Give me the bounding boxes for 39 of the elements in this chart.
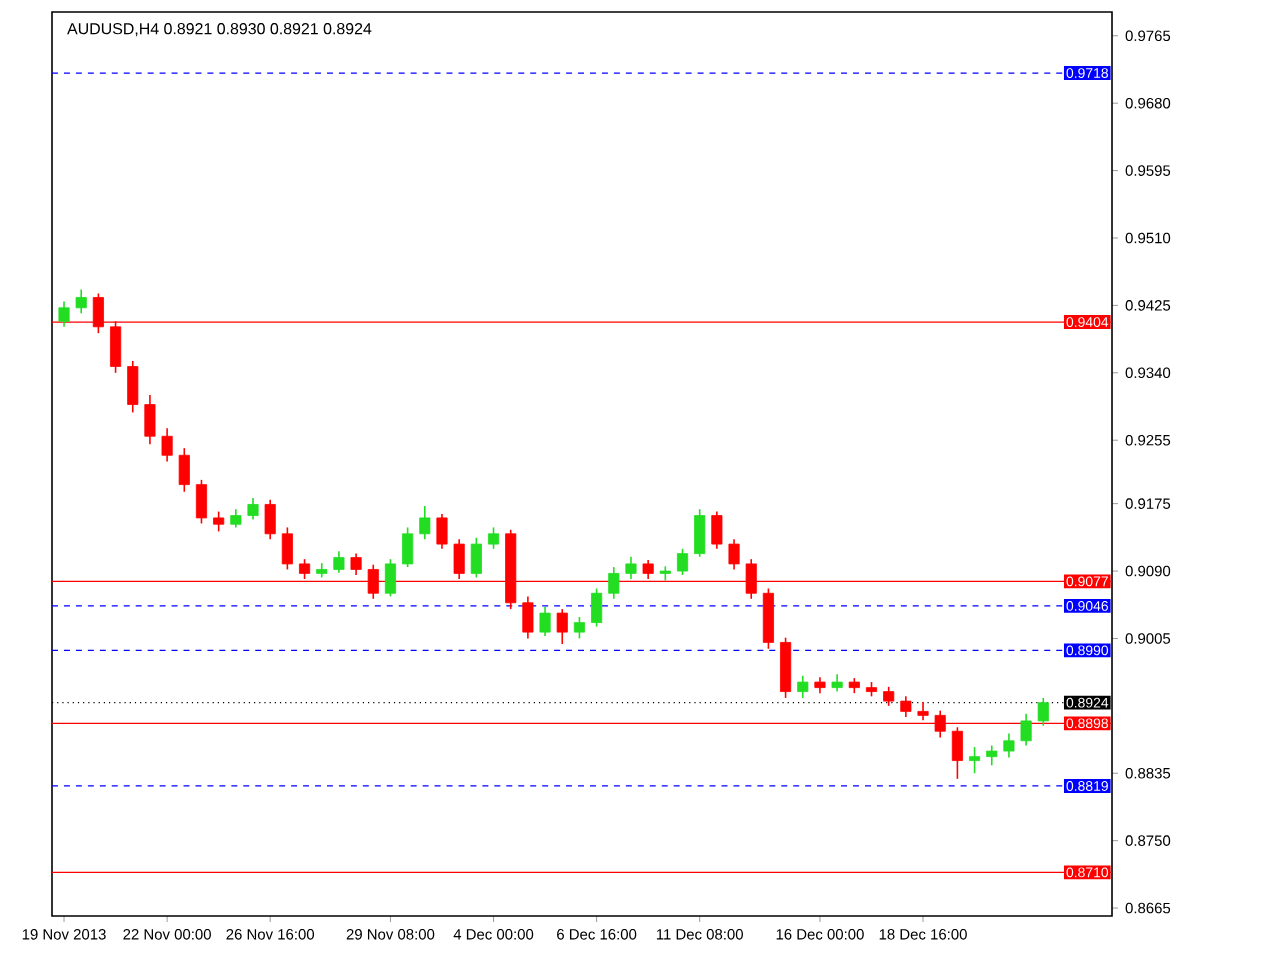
candlestick bbox=[195, 479, 208, 525]
candlestick bbox=[969, 746, 981, 775]
candlestick bbox=[1020, 712, 1032, 747]
candlestick bbox=[264, 498, 276, 541]
candlestick bbox=[213, 510, 225, 533]
candlestick bbox=[676, 548, 689, 576]
candlestick bbox=[161, 427, 173, 463]
candlestick bbox=[1003, 732, 1015, 759]
candlestick bbox=[883, 686, 895, 707]
candlestick bbox=[522, 595, 534, 640]
candlestick bbox=[58, 300, 70, 328]
candlestick bbox=[556, 608, 568, 645]
candlestick bbox=[608, 566, 620, 600]
candlestick bbox=[419, 505, 431, 541]
candlestick bbox=[470, 536, 482, 579]
candlestick bbox=[281, 526, 293, 571]
candlestick bbox=[350, 552, 362, 576]
candlestick bbox=[402, 526, 414, 568]
candlestick bbox=[625, 555, 637, 580]
candlestick bbox=[178, 447, 190, 493]
candlestick bbox=[573, 616, 585, 640]
candlestick bbox=[384, 558, 396, 598]
candlestick bbox=[539, 605, 551, 637]
candlestick bbox=[436, 513, 448, 550]
candlestick bbox=[1037, 697, 1049, 727]
candlestick bbox=[591, 587, 603, 628]
candlestick bbox=[144, 394, 156, 445]
candlestick bbox=[986, 744, 998, 767]
candlestick bbox=[900, 695, 912, 718]
candlestick bbox=[487, 526, 500, 550]
candlestick bbox=[711, 510, 723, 550]
candlestick bbox=[694, 508, 706, 558]
candlestick bbox=[728, 538, 740, 571]
candlestick bbox=[247, 497, 259, 521]
candlestick bbox=[75, 288, 87, 315]
candlestick bbox=[230, 508, 242, 529]
candlestick bbox=[797, 674, 809, 699]
candlestick bbox=[333, 550, 345, 574]
candlestick bbox=[127, 360, 139, 414]
